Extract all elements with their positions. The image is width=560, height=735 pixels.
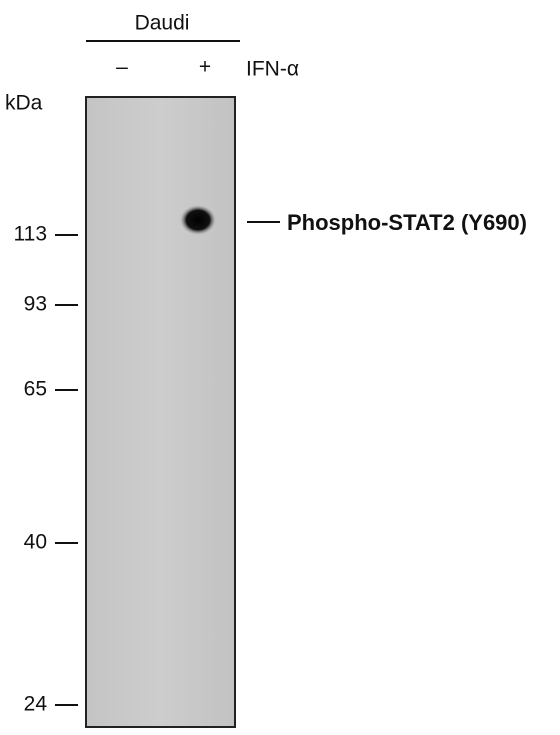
cell-line-label: Daudi [135,12,190,35]
lane-label: + [199,56,211,79]
marker-label: 65 [24,378,47,401]
marker-label: 40 [24,531,47,554]
marker-label: 93 [24,293,47,316]
axis-label: kDa [5,92,43,115]
band [180,205,216,235]
treatment-label: IFN-α [246,58,299,81]
marker-label: 113 [14,223,47,246]
membrane [85,96,236,728]
marker-label: 24 [24,693,48,716]
band-label: Phospho-STAT2 (Y690) [287,210,527,235]
lane-label: – [116,56,128,79]
